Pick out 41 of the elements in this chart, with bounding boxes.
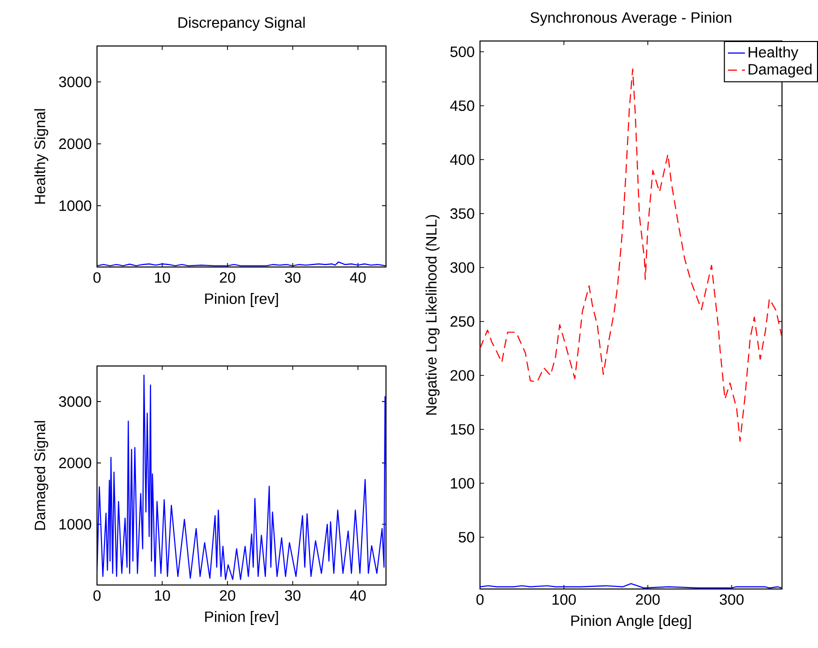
y-axis-title: Healthy Signal: [34, 109, 48, 204]
y-tick-label: 1000: [60, 518, 92, 530]
x-tick-label: 300: [720, 594, 744, 605]
x-tick-label: 20: [220, 590, 236, 601]
x-tick-label: 40: [350, 272, 366, 283]
y-tick-label: 2000: [59, 138, 92, 150]
chart-title: Synchronous Average - Pinion: [530, 12, 732, 26]
y-tick-label: 350: [450, 208, 474, 219]
y-tick-label: 400: [450, 154, 474, 165]
legend-label: Damaged: [748, 64, 812, 78]
y-tick-label: 3000: [59, 76, 92, 88]
x-tick-label: 10: [155, 272, 170, 283]
y-tick-label: 300: [450, 262, 474, 273]
y-tick-label: 2000: [59, 458, 92, 468]
legend-label: Healthy: [748, 46, 798, 60]
x-axis-title: Pinion [rev]: [205, 293, 278, 307]
x-tick-label: 0: [476, 594, 484, 605]
x-tick-label: 20: [220, 272, 236, 283]
y-tick-label: 100: [450, 478, 474, 489]
x-axis-title: Pinion Angle [deg]: [571, 615, 691, 629]
y-tick-label: 3000: [59, 396, 92, 407]
x-axis-title: Pinion [rev]: [205, 611, 278, 625]
y-axis-title: Negative Log Likelihood (NLL): [426, 215, 440, 415]
y-tick-label: 500: [450, 46, 474, 58]
y-tick-label: 200: [450, 370, 474, 381]
x-tick-label: 0: [93, 590, 101, 601]
line-series: [97, 374, 386, 580]
x-tick-label: 200: [636, 594, 660, 605]
y-tick-label: 250: [450, 316, 474, 327]
y-tick-label: 150: [450, 424, 474, 435]
y-axis-title: Damaged Signal: [34, 421, 48, 530]
x-tick-label: 40: [350, 590, 366, 601]
y-tick-label: 450: [450, 100, 474, 112]
y-tick-label: 1000: [60, 200, 92, 212]
x-tick-label: 100: [552, 594, 576, 605]
y-tick-label: 50: [458, 532, 474, 543]
x-tick-label: 0: [93, 272, 101, 283]
chart-title: Discrepancy Signal: [178, 16, 305, 31]
x-tick-label: 30: [284, 590, 300, 601]
x-tick-label: 10: [155, 590, 170, 601]
x-tick-label: 30: [284, 272, 300, 283]
